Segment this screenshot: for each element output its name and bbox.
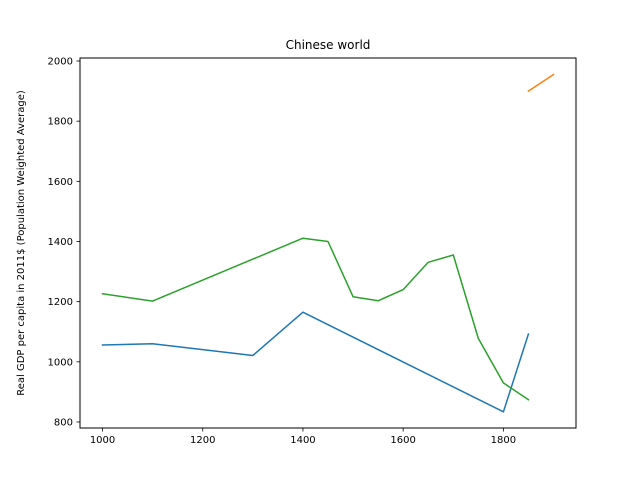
y-tick-label: 1600	[48, 177, 73, 188]
x-tick-label: 1000	[90, 435, 115, 446]
y-axis: 800 1000 1200 1400 1600 1800 2000	[48, 57, 80, 428]
x-axis: 1000 1200 1400 1600 1800	[90, 428, 516, 446]
y-tick-label: 800	[54, 417, 73, 428]
chart-title: Chinese world	[286, 38, 371, 52]
y-tick-label: 1000	[48, 357, 73, 368]
series-line-3	[101, 237, 530, 401]
x-tick-label: 1200	[190, 435, 215, 446]
y-axis-label: Real GDP per capita in 2011$ (Population…	[16, 90, 27, 396]
series-line-2	[527, 73, 555, 93]
y-tick-label: 1800	[48, 117, 73, 128]
y-tick-label: 1200	[48, 297, 73, 308]
x-tick-label: 1800	[491, 435, 516, 446]
plot-frame	[79, 57, 577, 429]
y-tick-label: 1400	[48, 237, 73, 248]
x-tick-label: 1400	[290, 435, 315, 446]
series-group	[101, 73, 555, 413]
x-tick-label: 1600	[390, 435, 415, 446]
series-line-1	[101, 311, 530, 413]
y-tick-label: 2000	[48, 57, 73, 68]
